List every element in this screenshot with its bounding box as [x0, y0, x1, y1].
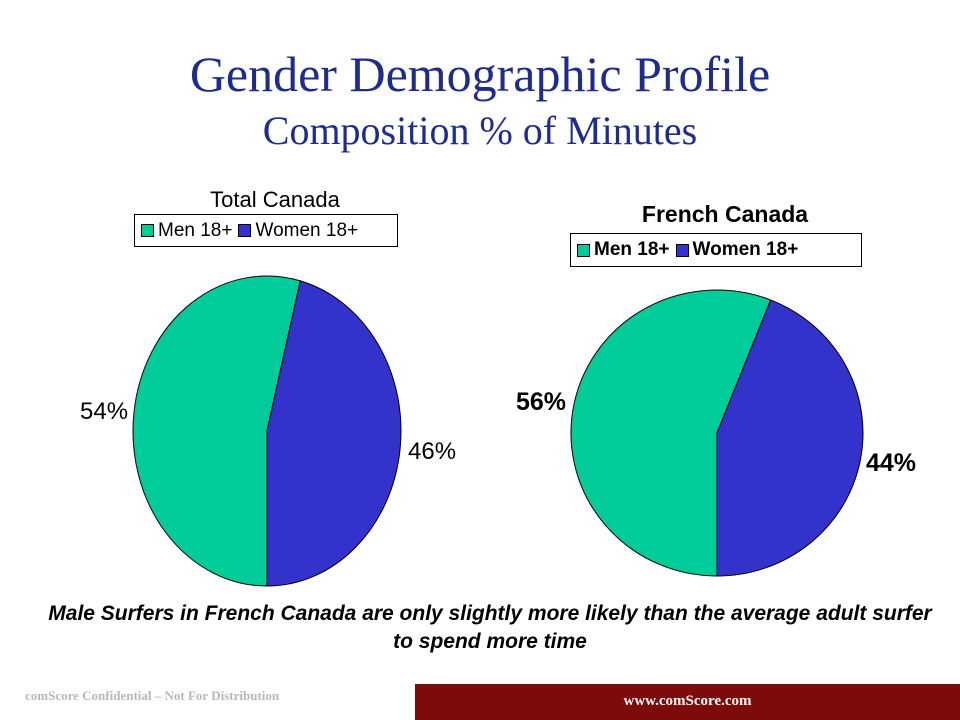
legend-french-canada: Men 18+ Women 18+: [570, 233, 862, 267]
data-label-french-women: 44%: [866, 449, 917, 477]
legend-item-men-fr: Men 18+: [577, 239, 670, 261]
chart-title-french-canada: French Canada: [641, 201, 809, 227]
pie-slice-0-1: [266, 280, 402, 587]
legend-item-women-fr: Women 18+: [675, 239, 799, 261]
legend-swatch-women-fr: [675, 243, 689, 257]
legend-swatch-men: [141, 224, 154, 237]
legend-swatch-women: [238, 224, 252, 237]
footer-bar: www.comScore.com: [415, 684, 960, 720]
pie-slice-1-0: [570, 289, 772, 577]
data-label-total-women: 46%: [408, 438, 457, 465]
legend-total-canada: Men 18+ Women 18+: [134, 214, 398, 247]
legend-label-men-fr: Men 18+: [594, 239, 670, 260]
slide-subtitle: Composition % of Minutes: [262, 108, 698, 153]
pie-slice-1-1: [716, 299, 864, 577]
legend-label-women-fr: Women 18+: [692, 239, 799, 260]
data-label-french-men: 56%: [516, 388, 567, 416]
legend-item-women: Women 18+: [238, 220, 358, 242]
footer-url[interactable]: www.comScore.com: [623, 693, 752, 709]
legend-item-men: Men 18+: [141, 220, 232, 242]
caption-text: Male Surfers in French Canada are only s…: [48, 602, 932, 653]
legend-swatch-men-fr: [577, 243, 590, 257]
chart-title-total-canada: Total Canada: [210, 187, 340, 212]
pie-slice-0-0: [132, 275, 301, 587]
legend-label-women: Women 18+: [255, 219, 359, 241]
footer-confidential: comScore Confidential – Not For Distribu…: [25, 688, 280, 703]
data-label-total-men: 54%: [80, 398, 129, 425]
slide-title: Gender Demographic Profile: [189, 46, 771, 102]
legend-label-men: Men 18+: [158, 219, 233, 241]
